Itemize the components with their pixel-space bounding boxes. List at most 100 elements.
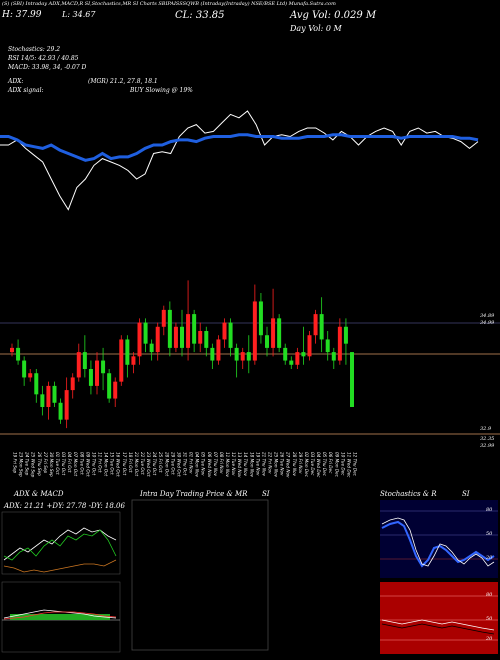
- intraday-panel-suffix: SI: [262, 490, 270, 498]
- date-tick: 22 Fri Nov: [268, 452, 273, 474]
- candle-body: [119, 339, 124, 382]
- date-tick: 24 Thu Oct: [152, 452, 157, 475]
- stoch-panel: [380, 500, 498, 578]
- candle-body: [161, 309, 166, 327]
- date-tick: 25 Mon Nov: [274, 452, 279, 478]
- candle-body: [301, 352, 306, 357]
- candle-body: [101, 360, 106, 374]
- candle-body: [277, 318, 282, 348]
- date-tick: 10 Tue Dec: [340, 452, 345, 476]
- candle-body: [186, 314, 191, 348]
- candle-body: [155, 326, 160, 353]
- date-tick: 15 Tue Oct: [110, 452, 115, 475]
- date-tick: 05 Tue Nov: [201, 452, 206, 476]
- date-tick: 13 Wed Nov: [237, 452, 242, 478]
- price-tick-lower3: 32.99: [480, 443, 495, 449]
- date-tick: 29 Fri Nov: [298, 452, 303, 474]
- candle-body: [258, 301, 263, 336]
- date-tick: 12 Thu Dec: [353, 452, 358, 477]
- candle-body: [173, 326, 178, 348]
- candles: [10, 280, 354, 429]
- date-tick: 31 Thu Oct: [183, 452, 188, 475]
- date-tick: 11 Wed Dec: [346, 452, 351, 478]
- date-tick: 11 Mon Nov: [225, 452, 230, 478]
- candle-body: [295, 352, 300, 365]
- date-tick: 07 Mon Oct: [73, 452, 78, 476]
- candle-body: [234, 347, 239, 361]
- price-tick-lower2: 32.35: [480, 436, 495, 442]
- candle-body: [350, 352, 354, 407]
- candle-body: [283, 347, 288, 361]
- candle-body: [137, 322, 142, 357]
- candle-body: [16, 347, 21, 361]
- candle-body: [64, 390, 69, 420]
- candle-body: [343, 326, 348, 344]
- candle-body: [313, 314, 318, 336]
- candle-body: [228, 322, 233, 348]
- candle-body: [307, 335, 312, 357]
- date-tick: 24 Tue Sep: [25, 452, 30, 476]
- candle-body: [337, 326, 342, 361]
- candle-body: [34, 373, 39, 395]
- adx-panel: [1, 511, 121, 575]
- date-tick: 03 Tue Dec: [310, 452, 315, 476]
- candle-body: [125, 339, 130, 365]
- candle-body: [240, 352, 245, 361]
- stochastic-line: [0, 110, 479, 211]
- candle-body: [10, 347, 14, 353]
- candle-body: [265, 335, 269, 348]
- adx-line-white: [3, 527, 117, 561]
- stoch-readout: Stochastics: 29.2: [8, 46, 61, 53]
- rsi-panel-line: [381, 619, 495, 631]
- macd-line: [3, 609, 117, 619]
- rsi-tick-50: 50: [486, 616, 493, 622]
- price-tick-upper: 34.89: [480, 313, 495, 319]
- candle-body: [52, 385, 57, 403]
- date-tick: 08 Fri Nov: [219, 452, 224, 474]
- adx-panel-values: ADX: 21.21 +DY: 27.78 -DY: 18.06: [4, 502, 125, 510]
- date-tick: 26 Tue Nov: [280, 452, 285, 476]
- candle-body: [46, 385, 51, 407]
- date-tick: 19 Fri Sep: [13, 452, 18, 474]
- date-tick: 21 Mon Oct: [134, 452, 139, 476]
- rsi-tick-20: 20: [486, 636, 493, 642]
- candle-body: [167, 309, 172, 348]
- rsi-readout: RSI 14/5: 42.93 / 40.85: [8, 55, 79, 62]
- date-tick: 04 Mon Nov: [195, 452, 200, 478]
- candle-body: [246, 352, 251, 361]
- adx-panel-title: ADX & MACD: [14, 490, 64, 498]
- candle-body: [28, 373, 33, 378]
- date-tick: 19 Tue Nov: [255, 452, 260, 476]
- date-tick: 07 Thu Nov: [213, 452, 218, 477]
- date-tick: 17 Thu Oct: [122, 452, 127, 475]
- candle-body: [58, 402, 63, 420]
- date-tick: 01 Tue Oct: [55, 452, 60, 475]
- macd-panel: [1, 581, 121, 653]
- date-tick: 09 Mon Dec: [334, 452, 339, 478]
- macd-histogram: [10, 614, 110, 620]
- date-tick: 23 Mon Sep: [19, 452, 24, 477]
- date-tick: 06 Fri Dec: [328, 452, 333, 474]
- date-tick: 25 Fri Oct: [158, 452, 163, 473]
- high-label: H: 37.99: [2, 10, 42, 20]
- date-tick: 02 Mon Dec: [304, 452, 309, 478]
- stoch-k-line: [381, 520, 495, 568]
- date-tick: 06 Wed Nov: [207, 452, 212, 478]
- candle-body: [216, 339, 221, 361]
- date-tick: 28 Mon Oct: [164, 452, 169, 476]
- date-tick: 28 Thu Nov: [292, 452, 297, 477]
- candle-body: [222, 322, 227, 340]
- date-tick: 04 Wed Dec: [316, 452, 321, 478]
- date-tick: 26 Thu Sep: [37, 452, 42, 476]
- candle-body: [82, 352, 87, 369]
- date-tick: 09 Wed Oct: [85, 452, 90, 477]
- price-tick-lower: 32.9: [480, 426, 492, 432]
- intraday-panel: [131, 499, 269, 651]
- avg-vol-label: Avg Vol: 0.029 M: [290, 10, 377, 21]
- price-chart: 19 Fri Sep 23 Mon Sep 24 Tue Sep 25 Wed Sep…: [0, 110, 500, 478]
- candle-body: [325, 339, 330, 353]
- adx-line-green: [3, 529, 117, 561]
- date-axis: 19 Fri Sep 23 Mon Sep 24 Tue Sep 25 Wed Sep…: [13, 452, 358, 478]
- stoch-panel-title: Stochastics & R: [380, 490, 437, 498]
- candle-body: [107, 373, 112, 399]
